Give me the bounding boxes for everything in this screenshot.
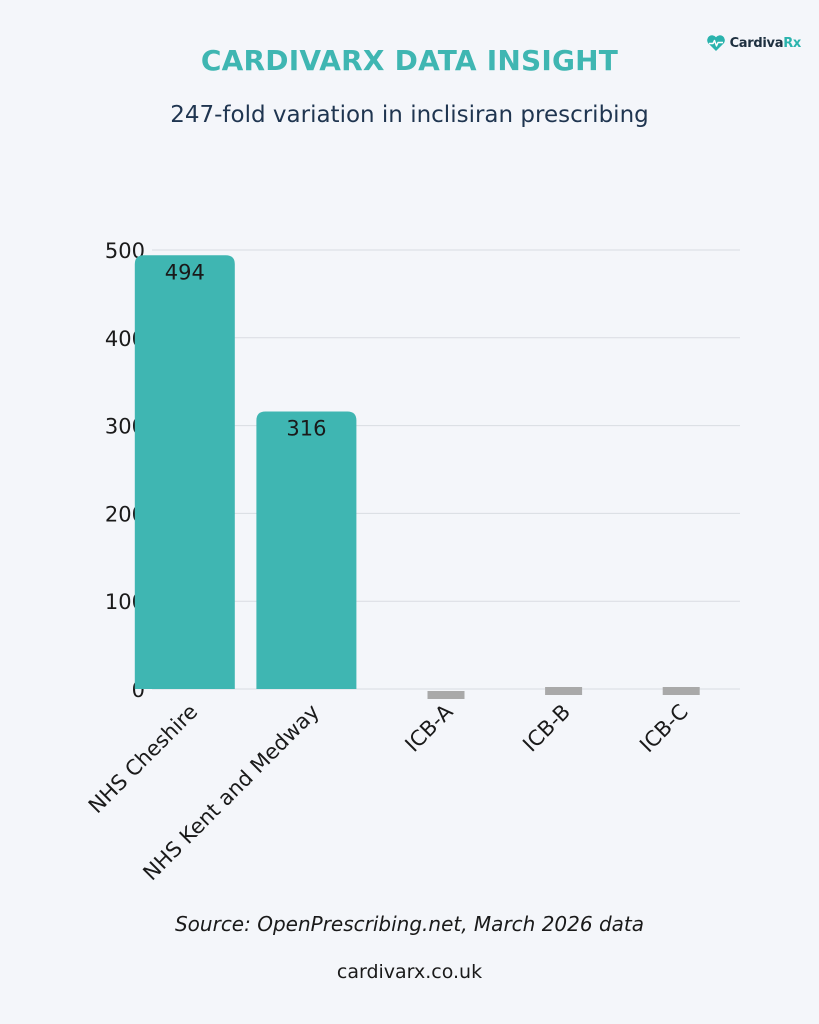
bar: [545, 687, 583, 695]
logo-text: CardivaRx: [729, 35, 802, 51]
logo-text-accent: Rx: [783, 35, 801, 51]
x-tick-label: ICB-B: [518, 700, 575, 757]
page-subtitle: 247-fold variation in inclisiran prescri…: [170, 102, 649, 128]
bar: [134, 255, 235, 689]
website-url: cardivarx.co.uk: [336, 961, 483, 983]
x-tick-label: NHS Cheshire: [84, 700, 202, 818]
brand-logo: CardivaRx: [706, 34, 801, 52]
x-tick-label: ICB-C: [635, 700, 693, 758]
bar-value-label: 316: [286, 417, 326, 441]
logo-text-main: Cardiva: [729, 35, 784, 51]
x-tick-label: ICB-A: [400, 699, 458, 757]
bar: [662, 687, 700, 695]
bar-value-label: 494: [165, 260, 205, 284]
bar: [256, 411, 357, 689]
heart-pulse-icon: [706, 35, 725, 51]
bar: [427, 691, 465, 699]
source-note: Source: OpenPrescribing.net, March 2026 …: [174, 912, 644, 936]
page-title: CARDIVARX DATA INSIGHT: [200, 44, 619, 77]
